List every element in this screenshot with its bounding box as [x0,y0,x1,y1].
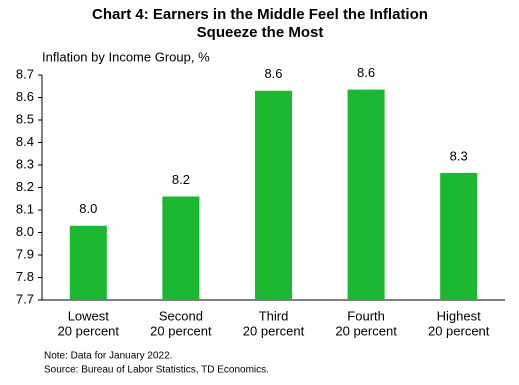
x-tick-label: 20 percent [243,323,305,338]
x-tick-label: 20 percent [150,323,212,338]
value-label: 8.3 [450,148,468,163]
x-tick-label: Second [159,308,203,323]
y-tick-label: 8.3 [16,156,34,171]
value-label: 8.6 [357,65,375,80]
x-tick-label: Third [259,308,289,323]
chart-title: Chart 4: Earners in the Middle Feel the … [92,6,428,41]
y-axis-label: Inflation by Income Group, % [42,49,210,64]
y-tick-label: 8.1 [16,201,34,216]
bar [347,89,385,300]
y-tick-label: 7.7 [16,291,34,306]
y-tick-label: 7.9 [16,246,34,261]
y-tick-label: 7.8 [16,269,34,284]
y-tick-label: 8.2 [16,179,34,194]
x-tick-label: Lowest [68,308,110,323]
value-label: 8.2 [172,172,190,187]
x-tick-label: 20 percent [58,323,120,338]
y-tick-label: 8.5 [16,111,34,126]
value-label: 8.0 [79,201,97,216]
x-tick-label: Fourth [347,308,385,323]
y-tick-label: 8.4 [16,134,34,149]
x-tick-label: Highest [437,308,481,323]
x-tick-label: 20 percent [335,323,397,338]
bar [162,196,200,300]
bar [254,90,293,300]
value-label: 8.6 [264,66,282,81]
x-tick-label: 20 percent [428,323,490,338]
y-tick-label: 8.7 [16,66,34,81]
y-tick-label: 8.0 [16,224,34,239]
y-tick-label: 8.6 [16,89,34,104]
note: Note: Data for January 2022. [44,351,172,362]
source: Source: Bureau of Labor Statistics, TD E… [44,365,269,376]
bar [440,172,478,300]
bar [69,225,107,300]
